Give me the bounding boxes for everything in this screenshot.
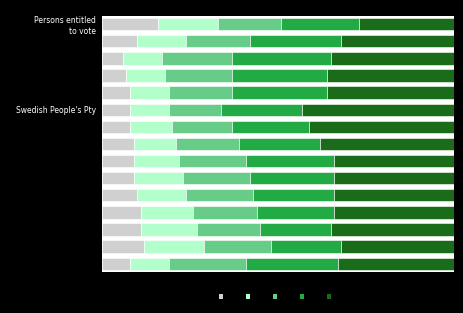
Bar	[232, 86, 327, 99]
Bar	[331, 52, 454, 64]
Bar	[172, 121, 232, 133]
Bar	[359, 18, 454, 30]
Bar	[169, 86, 232, 99]
Bar	[137, 189, 186, 202]
Bar	[102, 52, 123, 64]
Bar	[165, 69, 232, 82]
Bar	[141, 206, 194, 218]
Bar	[218, 18, 282, 30]
Bar	[130, 86, 169, 99]
Bar	[102, 86, 130, 99]
Bar	[158, 18, 218, 30]
Bar	[232, 69, 327, 82]
Bar	[246, 258, 338, 270]
Bar	[133, 172, 183, 184]
Bar	[257, 206, 334, 218]
Bar	[179, 155, 246, 167]
Bar	[302, 104, 454, 116]
Bar	[338, 258, 454, 270]
Bar	[169, 258, 246, 270]
Bar	[102, 69, 126, 82]
Bar	[102, 223, 141, 236]
Bar	[183, 172, 250, 184]
Bar	[102, 35, 137, 48]
Bar	[250, 172, 334, 184]
Bar	[194, 206, 257, 218]
Bar	[186, 35, 250, 48]
Bar	[327, 69, 454, 82]
Bar	[144, 240, 204, 253]
Bar	[253, 189, 334, 202]
Bar	[260, 223, 331, 236]
Bar	[133, 155, 179, 167]
Bar	[102, 155, 133, 167]
Bar	[331, 223, 454, 236]
Bar	[334, 189, 454, 202]
Bar	[221, 104, 302, 116]
Legend: , , , , : , , , ,	[219, 294, 337, 300]
Bar	[141, 223, 197, 236]
Bar	[197, 223, 260, 236]
Bar	[176, 138, 239, 150]
Bar	[102, 104, 130, 116]
Bar	[102, 121, 130, 133]
Bar	[341, 240, 454, 253]
Bar	[102, 138, 133, 150]
Bar	[126, 69, 165, 82]
Bar	[102, 206, 141, 218]
Bar	[334, 206, 454, 218]
Bar	[102, 18, 158, 30]
Bar	[204, 240, 271, 253]
Bar	[334, 155, 454, 167]
Bar	[102, 189, 137, 202]
Bar	[334, 172, 454, 184]
Bar	[327, 86, 454, 99]
Bar	[341, 35, 454, 48]
Bar	[130, 121, 172, 133]
Bar	[102, 240, 144, 253]
Bar	[102, 172, 133, 184]
Bar	[232, 121, 309, 133]
Bar	[169, 104, 221, 116]
Bar	[232, 52, 331, 64]
Bar	[162, 52, 232, 64]
Bar	[309, 121, 454, 133]
Bar	[137, 35, 186, 48]
Bar	[102, 258, 130, 270]
Bar	[250, 35, 341, 48]
Bar	[239, 138, 320, 150]
Bar	[282, 18, 359, 30]
Bar	[271, 240, 341, 253]
Bar	[186, 189, 253, 202]
Bar	[133, 138, 176, 150]
Bar	[246, 155, 334, 167]
Bar	[123, 52, 162, 64]
Bar	[320, 138, 454, 150]
Bar	[130, 104, 169, 116]
Bar	[130, 258, 169, 270]
